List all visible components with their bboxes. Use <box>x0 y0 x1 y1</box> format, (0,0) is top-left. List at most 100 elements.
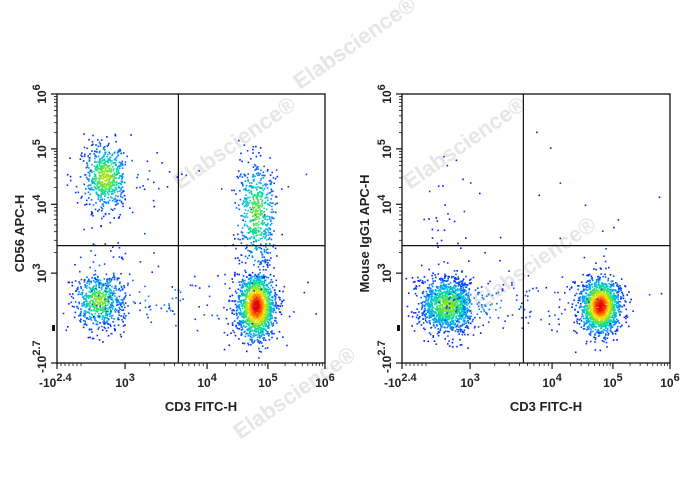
event-dot <box>462 331 464 333</box>
event-dot <box>458 333 460 335</box>
event-dot <box>117 279 119 281</box>
event-dot <box>252 152 254 154</box>
event-dot <box>479 317 481 319</box>
event-dot <box>239 304 241 306</box>
event-dot <box>454 302 456 304</box>
event-dot <box>486 295 488 297</box>
event-dot <box>110 181 112 183</box>
event-dot <box>88 298 90 300</box>
event-dot <box>253 311 255 313</box>
event-dot <box>108 169 110 171</box>
event-dot <box>84 301 86 303</box>
event-dot <box>115 195 117 197</box>
event-dot <box>245 310 247 312</box>
event-dot <box>223 307 225 309</box>
event-dot <box>247 320 249 322</box>
event-dot <box>110 307 112 309</box>
event-dot <box>264 230 266 232</box>
event-dot <box>105 283 107 285</box>
event-dot <box>413 288 415 290</box>
event-dot <box>97 164 99 166</box>
event-dot <box>241 313 243 315</box>
event-dot <box>230 308 232 310</box>
event-dot <box>256 305 258 307</box>
event-dot <box>80 308 82 310</box>
event-dot <box>458 308 460 310</box>
event-dot <box>151 322 153 324</box>
event-dot <box>455 274 457 276</box>
event-dot <box>255 328 257 330</box>
event-dot <box>106 285 108 287</box>
event-dot <box>261 313 263 315</box>
event-dot <box>437 308 439 310</box>
event-dot <box>106 156 108 158</box>
event-dot <box>453 286 455 288</box>
event-dot <box>254 202 256 204</box>
event-dot <box>256 314 258 316</box>
event-dot <box>273 308 275 310</box>
event-dot <box>465 284 467 286</box>
event-dot <box>116 297 118 299</box>
event-dot <box>113 168 115 170</box>
event-dot <box>422 304 424 306</box>
event-dot <box>425 313 427 315</box>
event-dot <box>107 165 109 167</box>
event-dot <box>257 207 259 209</box>
event-dot <box>259 247 261 249</box>
event-dot <box>286 345 288 347</box>
event-dot <box>277 176 279 178</box>
event-dot <box>95 144 97 146</box>
event-dot <box>264 296 266 298</box>
event-dot <box>259 264 261 266</box>
event-dot <box>449 312 451 314</box>
event-dot <box>99 339 101 341</box>
event-dot <box>258 240 260 242</box>
event-dot <box>98 327 100 329</box>
event-dot <box>102 296 104 298</box>
event-dot <box>266 184 268 186</box>
event-dot <box>478 326 480 328</box>
event-dot <box>110 310 112 312</box>
event-dot <box>161 162 163 164</box>
event-dot <box>261 188 263 190</box>
event-dot <box>442 296 444 298</box>
event-dot <box>451 293 453 295</box>
event-dot <box>248 297 250 299</box>
event-dot <box>239 312 241 314</box>
event-dot <box>429 315 431 317</box>
event-dot <box>269 339 271 341</box>
event-dot <box>67 326 69 328</box>
event-dot <box>444 299 446 301</box>
event-dot <box>245 294 247 296</box>
event-dot <box>79 271 81 273</box>
event-dot <box>265 348 267 350</box>
event-dot <box>257 290 259 292</box>
event-dot <box>558 324 560 326</box>
event-dot <box>224 332 226 334</box>
event-dot <box>248 279 250 281</box>
event-dot <box>92 293 94 295</box>
event-dot <box>242 176 244 178</box>
event-dot <box>252 276 254 278</box>
event-dot <box>76 186 78 188</box>
event-dot <box>243 325 245 327</box>
event-dot <box>260 147 262 149</box>
event-dot <box>105 202 107 204</box>
event-dot <box>482 325 484 327</box>
event-dot <box>251 315 253 317</box>
event-dot <box>123 331 125 333</box>
event-dot <box>119 296 121 298</box>
event-dot <box>76 290 78 292</box>
event-dot <box>247 258 249 260</box>
event-dot <box>239 263 241 265</box>
event-dot <box>273 323 275 325</box>
event-dot <box>81 279 83 281</box>
event-dot <box>106 279 108 281</box>
event-dot <box>436 286 438 288</box>
event-dot <box>104 318 106 320</box>
event-dot <box>124 298 126 300</box>
event-dot <box>91 310 93 312</box>
event-dot <box>97 308 99 310</box>
event-dot <box>250 299 252 301</box>
event-dot <box>461 270 463 272</box>
